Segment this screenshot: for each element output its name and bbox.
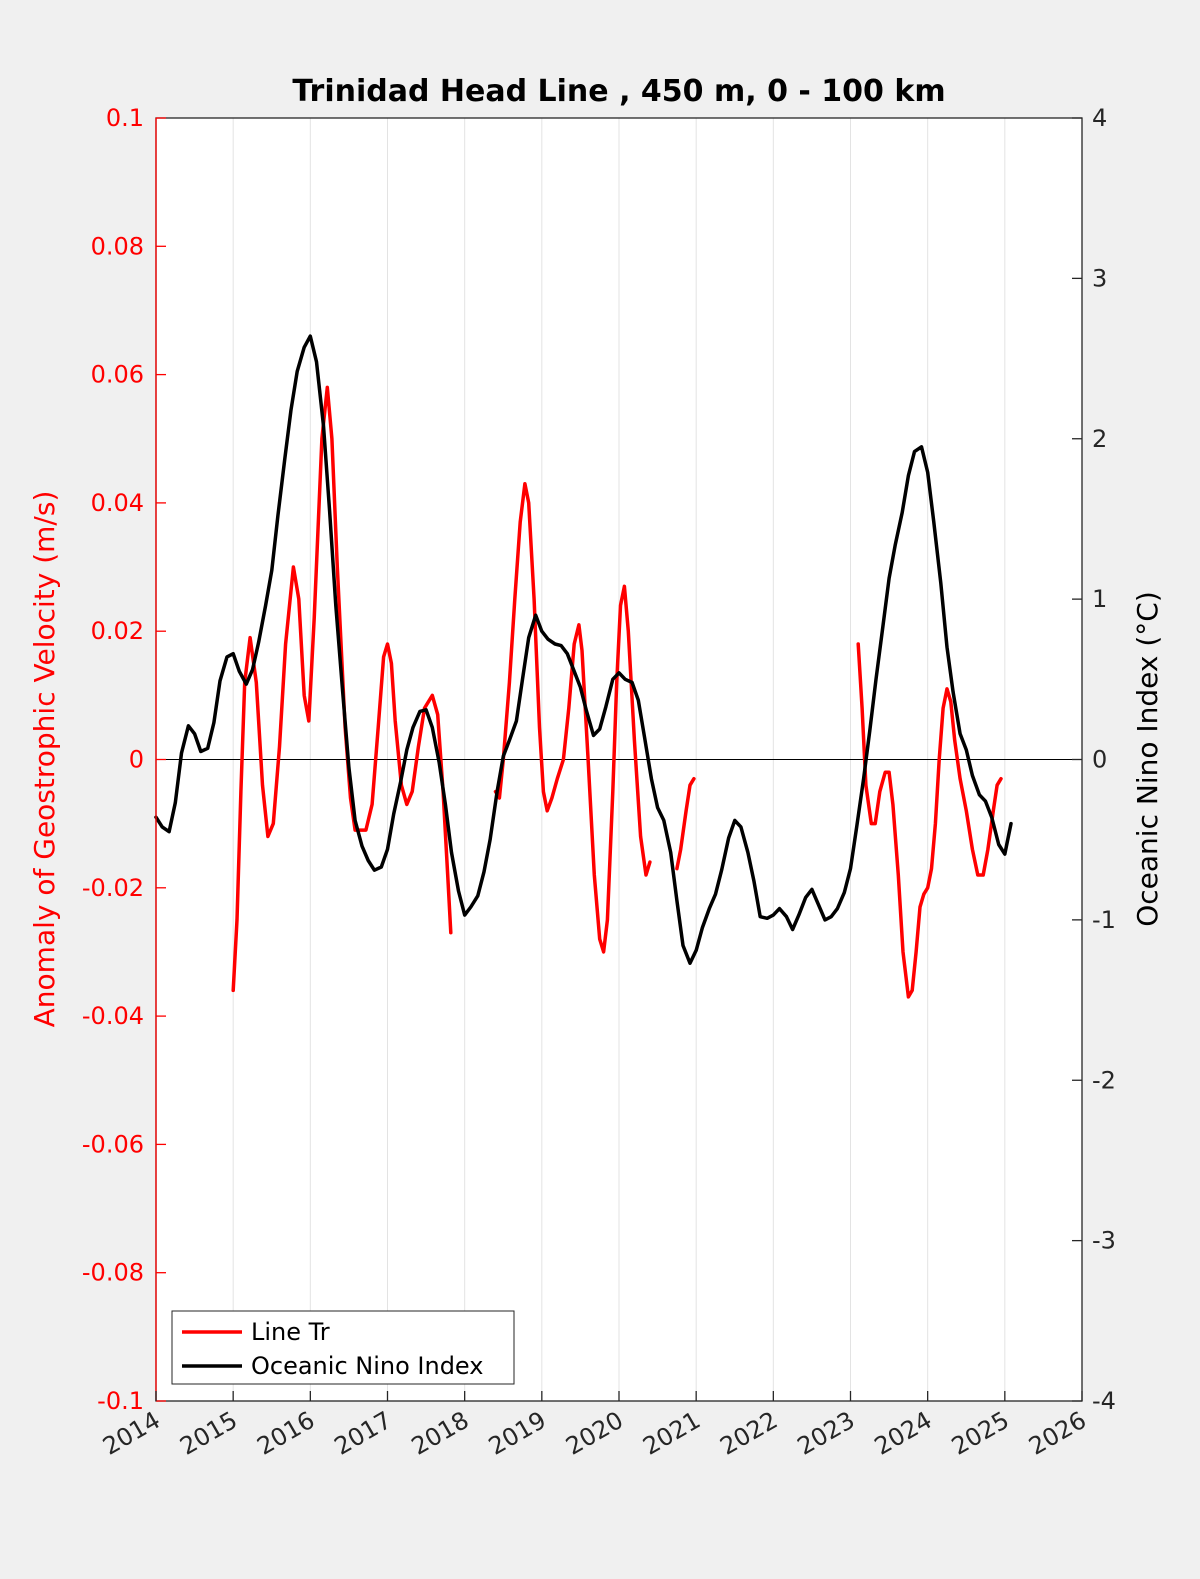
right-y-axis: 4 3 2 1 0 -1 -2 -3 -4 (1072, 104, 1116, 1415)
left-y-tick-label: 0 (129, 746, 144, 774)
right-y-tick-label: 3 (1092, 264, 1107, 292)
x-tick-label: 2017 (330, 1406, 397, 1461)
x-tick-label: 2021 (638, 1406, 705, 1461)
legend-box (171, 1310, 515, 1385)
right-y-tick-label: -4 (1092, 1387, 1116, 1415)
right-y-tick-label: 1 (1092, 585, 1107, 613)
left-y-tick-label: -0.04 (82, 1002, 144, 1030)
series-layer (154, 334, 1013, 999)
left-y-tick-label: -0.02 (82, 874, 144, 902)
x-tick-label: 2016 (252, 1406, 319, 1461)
chart-title: Trinidad Head Line , 450 m, 0 - 100 km (292, 74, 945, 109)
legend-label-line-tr: Line Tr (251, 1318, 330, 1346)
right-y-tick-label: 0 (1092, 746, 1107, 774)
x-tick-label: 2015 (175, 1406, 242, 1461)
left-y-tick-label: 0.04 (91, 489, 144, 517)
x-tick-label: 2024 (870, 1406, 937, 1461)
left-y-tick-label: -0.06 (82, 1130, 144, 1158)
left-y-axis: 0.1 0.08 0.06 0.04 0.02 0 -0.02 -0.04 -0.06 -0.08… (82, 104, 166, 1415)
x-tick-label: 2026 (1024, 1406, 1091, 1461)
right-y-tick-label: 2 (1092, 425, 1107, 453)
series-line-tr-segment-1 (493, 481, 652, 954)
x-tick-label: 2020 (561, 1406, 628, 1461)
x-tick-label: 2025 (947, 1406, 1014, 1461)
x-tick-label: 2022 (715, 1406, 782, 1461)
right-y-tick-label: 4 (1092, 104, 1107, 132)
x-tick-label: 2023 (793, 1406, 860, 1461)
left-y-tick-label: 0.06 (91, 361, 144, 389)
left-y-axis-label: Anomaly of Geostrophic Velocity (m/s) (28, 491, 61, 1028)
left-y-tick-label: 0.02 (91, 617, 144, 645)
x-tick-label: 2019 (484, 1406, 551, 1461)
legend-label-oni: Oceanic Nino Index (251, 1352, 483, 1380)
x-tick-label: 2018 (407, 1406, 474, 1461)
right-y-tick-label: -3 (1092, 1227, 1116, 1255)
left-y-tick-label: 0.1 (106, 104, 144, 132)
left-y-tick-label: 0.08 (91, 232, 144, 260)
right-y-tick-label: -2 (1092, 1066, 1116, 1094)
series-oni-segment-0 (154, 334, 1013, 965)
left-y-tick-label: -0.1 (97, 1387, 144, 1415)
left-y-tick-label: -0.08 (82, 1259, 144, 1287)
right-y-tick-label: -1 (1092, 906, 1116, 934)
series-line-tr-segment-3 (856, 642, 1003, 999)
right-y-axis-label: Oceanic Nino Index (°C) (1131, 591, 1164, 927)
series-line-tr-segment-2 (675, 776, 696, 871)
legend: Line Tr Oceanic Nino Index (171, 1310, 515, 1385)
